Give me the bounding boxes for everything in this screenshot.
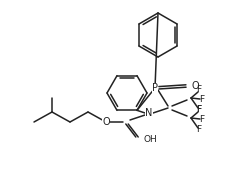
- Text: F: F: [196, 85, 202, 95]
- Text: O: O: [192, 81, 200, 91]
- Text: P: P: [152, 83, 158, 93]
- Text: OH: OH: [143, 135, 157, 145]
- Text: F: F: [199, 96, 205, 104]
- Text: F: F: [196, 125, 202, 135]
- Text: N: N: [145, 108, 153, 118]
- Text: O: O: [102, 117, 110, 127]
- Text: F: F: [196, 106, 202, 114]
- Text: F: F: [199, 116, 205, 124]
- Text: F: F: [196, 106, 202, 114]
